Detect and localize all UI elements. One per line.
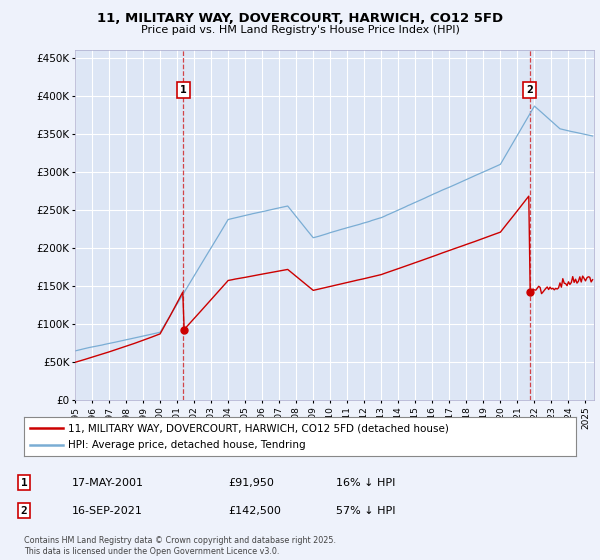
Text: £142,500: £142,500 xyxy=(228,506,281,516)
Text: Price paid vs. HM Land Registry's House Price Index (HPI): Price paid vs. HM Land Registry's House … xyxy=(140,25,460,35)
Text: £91,950: £91,950 xyxy=(228,478,274,488)
Text: HPI: Average price, detached house, Tendring: HPI: Average price, detached house, Tend… xyxy=(68,440,306,450)
Text: 16% ↓ HPI: 16% ↓ HPI xyxy=(336,478,395,488)
Text: 1: 1 xyxy=(20,478,28,488)
Text: 2: 2 xyxy=(20,506,28,516)
Text: 11, MILITARY WAY, DOVERCOURT, HARWICH, CO12 5FD (detached house): 11, MILITARY WAY, DOVERCOURT, HARWICH, C… xyxy=(68,423,449,433)
Text: 16-SEP-2021: 16-SEP-2021 xyxy=(72,506,143,516)
Text: 11, MILITARY WAY, DOVERCOURT, HARWICH, CO12 5FD: 11, MILITARY WAY, DOVERCOURT, HARWICH, C… xyxy=(97,12,503,25)
Text: 57% ↓ HPI: 57% ↓ HPI xyxy=(336,506,395,516)
Text: Contains HM Land Registry data © Crown copyright and database right 2025.
This d: Contains HM Land Registry data © Crown c… xyxy=(24,536,336,556)
Text: 1: 1 xyxy=(180,85,187,95)
Text: 17-MAY-2001: 17-MAY-2001 xyxy=(72,478,144,488)
Text: 2: 2 xyxy=(526,85,533,95)
